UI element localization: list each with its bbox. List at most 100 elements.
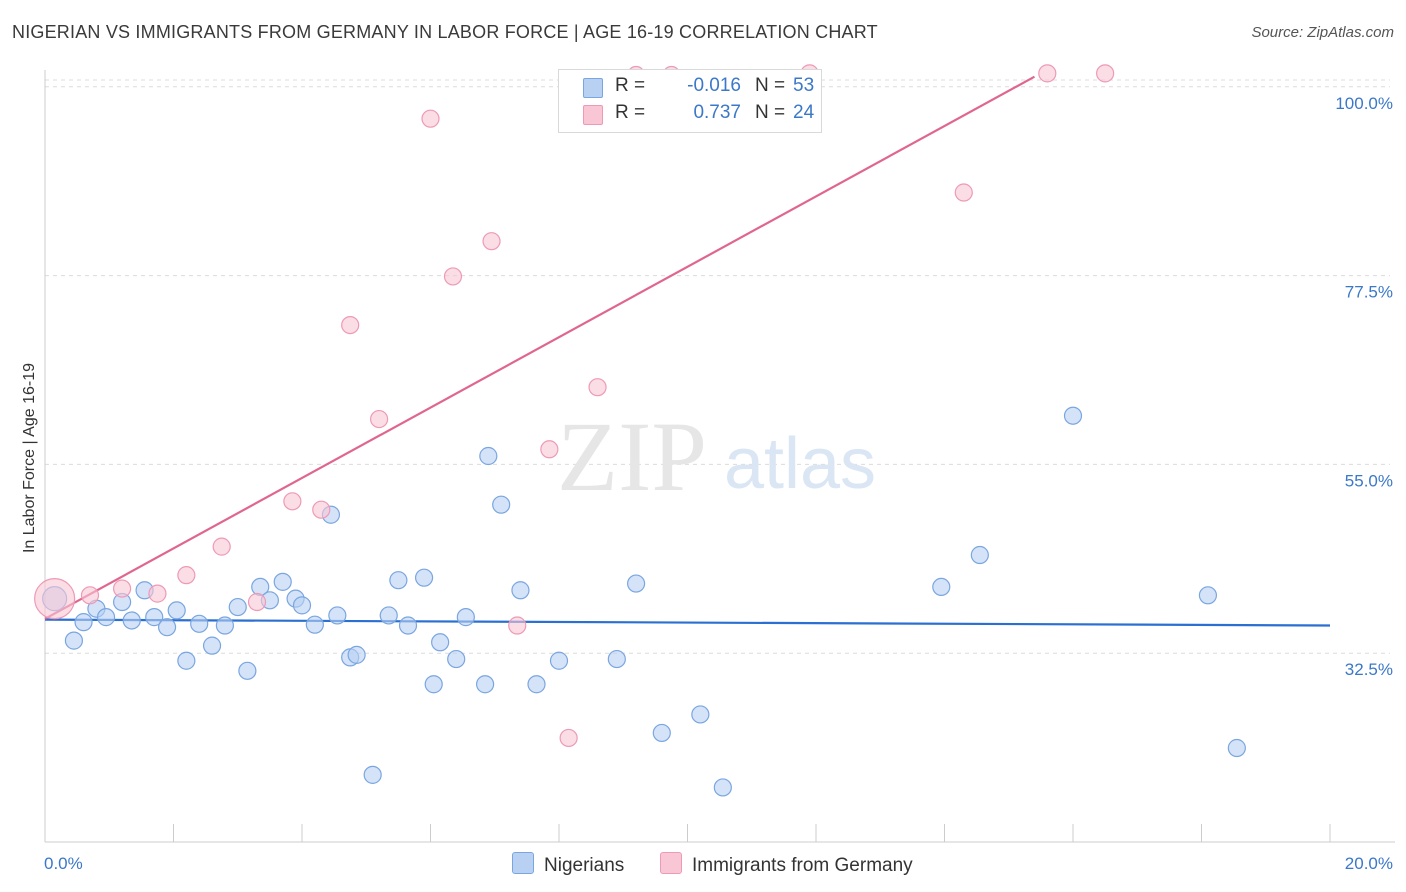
- trend-lines: [44, 75, 1331, 627]
- nigerians-point: [691, 705, 710, 724]
- germany-point: [559, 728, 578, 748]
- nigerians-point: [424, 675, 443, 694]
- nigerians-point: [228, 597, 247, 617]
- r-label: R =: [615, 102, 646, 123]
- nigerians-point: [238, 661, 257, 680]
- nigerians-point: [932, 577, 951, 597]
- nigerians-point: [74, 613, 93, 632]
- grid: [45, 79, 1390, 654]
- n-value: 24: [793, 102, 815, 123]
- nigerians-point: [607, 649, 626, 669]
- n-label: N =: [755, 75, 786, 96]
- nigerians-point: [190, 614, 209, 633]
- r-value: -0.016: [687, 75, 741, 96]
- y-tick-label: 32.5%: [1345, 660, 1393, 679]
- nigerians-point: [1227, 738, 1246, 758]
- germany-point: [34, 578, 76, 620]
- germany-point: [540, 440, 559, 459]
- germany-trend-line: [44, 75, 1035, 620]
- germany-point: [421, 109, 440, 128]
- germany-point: [80, 586, 100, 605]
- germany-point: [177, 566, 196, 585]
- legend-label: Nigerians: [544, 855, 625, 876]
- nigerians-point: [305, 615, 324, 634]
- germany-point: [1096, 64, 1115, 83]
- germany-point: [954, 183, 973, 202]
- nigerians-point: [379, 606, 398, 625]
- nigerians-point: [970, 545, 989, 565]
- source-credit: Source: ZipAtlas.com: [1251, 24, 1394, 41]
- nigerians-point: [96, 608, 116, 627]
- stats-legend: R = -0.016 N = 53 R = 0.737 N = 24: [558, 69, 822, 133]
- nigerians-point: [476, 675, 495, 694]
- watermark-zip: ZIP: [557, 401, 707, 512]
- y-axis-label: In Labor Force | Age 16-19: [21, 363, 38, 553]
- nigerians-point: [511, 581, 530, 600]
- germany-point: [341, 315, 360, 335]
- germany-point: [247, 592, 267, 612]
- germany-point: [370, 409, 389, 429]
- germany-point: [212, 537, 231, 556]
- y-tick-label: 55.0%: [1345, 471, 1393, 490]
- nigerians-point: [492, 495, 511, 514]
- legend-item-germany[interactable]: Immigrants from Germany: [660, 852, 913, 877]
- nigerians-point: [414, 568, 434, 587]
- nigerians-point: [431, 633, 450, 652]
- nigerians-point: [527, 675, 546, 694]
- nigerians-point: [389, 571, 408, 590]
- nigerians-point: [363, 765, 382, 784]
- germany-point: [283, 492, 302, 511]
- germany-point: [1038, 64, 1057, 83]
- nigerians-point: [479, 446, 498, 466]
- nigerians-point: [273, 572, 292, 591]
- n-value: 53: [793, 75, 815, 96]
- nigerians-point: [328, 606, 347, 625]
- x-tick-label: 0.0%: [44, 854, 83, 873]
- nigerians-point: [145, 608, 164, 627]
- x-tick-label: 20.0%: [1345, 854, 1393, 873]
- data-points: [34, 64, 1246, 797]
- germany-point: [443, 267, 463, 286]
- chart-title: NIGERIAN VS IMMIGRANTS FROM GERMANY IN L…: [12, 22, 878, 42]
- nigerians-point: [713, 778, 732, 797]
- nigerians-point: [177, 651, 196, 670]
- axes: 32.5% 55.0% 77.5% 100.0% 0.0% 20.0%: [44, 70, 1395, 873]
- nigerians-point: [456, 608, 475, 627]
- watermark: ZIP atlas: [557, 401, 876, 512]
- legend-label: Immigrants from Germany: [692, 855, 913, 876]
- nigerians-point: [549, 651, 569, 670]
- nigerians-point: [64, 631, 84, 650]
- blue-swatch: [512, 852, 534, 874]
- nigerians-point: [202, 636, 222, 655]
- legend-item-nigerians[interactable]: Nigerians: [512, 852, 624, 877]
- blue-swatch: [583, 78, 603, 98]
- germany-point: [588, 378, 607, 397]
- n-label: N =: [755, 102, 786, 123]
- nigerians-point: [157, 618, 177, 637]
- nigerians-point: [292, 596, 312, 615]
- r-value: 0.737: [693, 102, 741, 123]
- germany-point: [508, 616, 527, 635]
- watermark-atlas: atlas: [724, 424, 876, 504]
- nigerians-point: [626, 574, 646, 593]
- nigerians-point: [347, 645, 366, 664]
- nigerians-point: [398, 616, 418, 635]
- y-tick-label: 77.5%: [1345, 283, 1393, 302]
- nigerians-point: [122, 611, 141, 630]
- nigerians-point: [167, 601, 186, 620]
- pink-swatch: [583, 105, 603, 125]
- y-tick-label: 100.0%: [1335, 94, 1393, 113]
- r-label: R =: [615, 75, 646, 96]
- germany-point: [482, 232, 501, 251]
- pink-swatch: [660, 852, 682, 874]
- nigerians-point: [1063, 406, 1083, 425]
- germany-point: [112, 579, 132, 598]
- germany-point: [148, 584, 167, 603]
- germany-point: [312, 500, 331, 519]
- nigerians-point: [215, 616, 234, 635]
- nigerians-point: [447, 649, 466, 669]
- nigerians-point: [1198, 586, 1218, 605]
- nigerians-trend-line: [44, 618, 1331, 627]
- nigerians-point: [652, 723, 671, 743]
